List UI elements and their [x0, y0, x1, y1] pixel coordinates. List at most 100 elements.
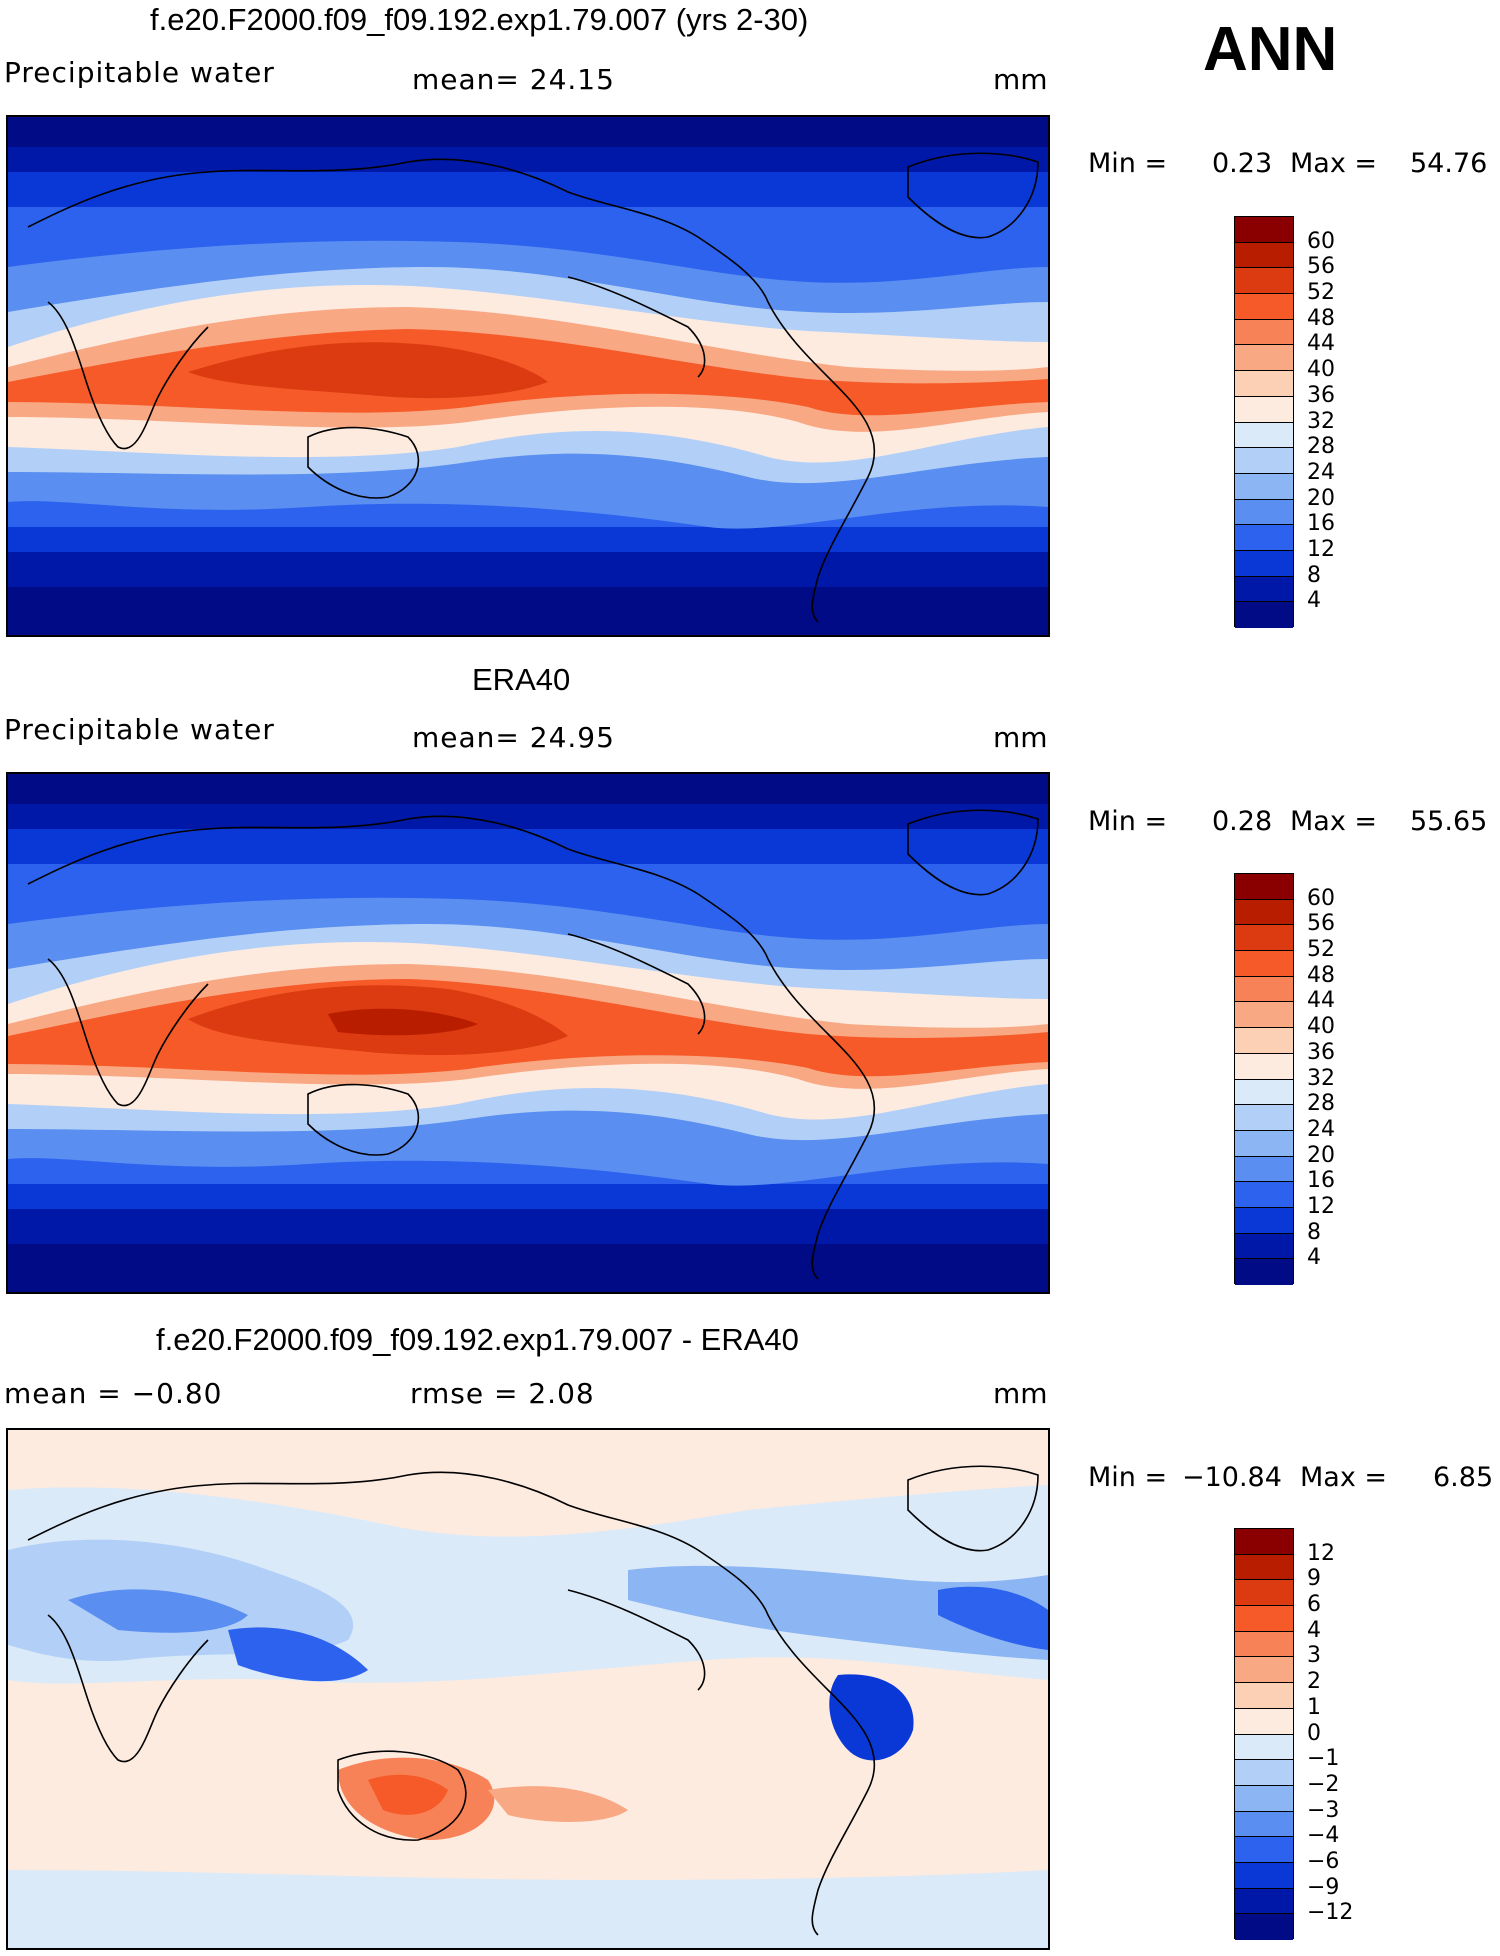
panel2-colorbar-tick-label: 28: [1307, 1091, 1335, 1117]
panel1-colorbar-swatch: [1235, 268, 1293, 295]
panel3-colorbar-tick-label: −6: [1307, 1848, 1340, 1874]
season-label: ANN: [1203, 15, 1338, 84]
panel1-title: f.e20.F2000.f09_f09.192.exp1.79.007 (yrs…: [150, 2, 809, 37]
panel2-colorbar-swatch: [1235, 1079, 1293, 1106]
panel1-colorbar-tick-label: 8: [1307, 562, 1321, 588]
panel2-colorbar-swatch: [1235, 1002, 1293, 1029]
panel1-colorbar-swatch: [1235, 217, 1293, 243]
panel2-mean-label: mean= 24.95: [412, 721, 615, 754]
panel1-colorbar-swatch: [1235, 396, 1293, 423]
panel1-colorbar-swatch: [1235, 525, 1293, 551]
panel3-colorbar-tick-label: −12: [1307, 1900, 1354, 1926]
panel1-mean-label: mean= 24.15: [412, 63, 615, 96]
panel2-colorbar-swatch: [1235, 899, 1293, 926]
panel3-colorbar-tick-label: 0: [1307, 1720, 1321, 1746]
panel2-min-label: Min =: [1088, 806, 1168, 837]
panel3-colorbar-tick-label: 6: [1307, 1592, 1321, 1618]
panel2-colorbar-tick-label: 16: [1307, 1168, 1335, 1194]
panel3-min-value: −10.84: [1182, 1462, 1282, 1493]
panel3-colorbar-swatch: [1235, 1580, 1293, 1607]
panel1-colorbar-tick-label: 56: [1307, 254, 1335, 280]
panel2-map: [6, 772, 1050, 1294]
panel2-colorbar-tick-label: 20: [1307, 1142, 1335, 1168]
panel2-colorbar-swatch: [1235, 951, 1293, 977]
panel2-title: ERA40: [472, 662, 571, 697]
panel3-colorbar: [1234, 1528, 1294, 1940]
panel1-colorbar-tick-label: 48: [1307, 305, 1335, 331]
panel1-variable-label: Precipitable water: [4, 56, 275, 89]
panel2-colorbar: [1234, 873, 1294, 1285]
panel3-colorbar-swatch: [1235, 1657, 1293, 1684]
panel1-max-label: Max =: [1290, 148, 1378, 179]
panel1-units: mm: [993, 63, 1048, 96]
panel1-colorbar-tick-label: 52: [1307, 280, 1335, 306]
panel1-colorbar-swatch: [1235, 345, 1293, 372]
panel1-colorbar-tick-label: 20: [1307, 485, 1335, 511]
panel1-colorbar-swatch: [1235, 294, 1293, 320]
panel3-colorbar-swatch: [1235, 1683, 1293, 1709]
panel3-colorbar-swatch: [1235, 1529, 1293, 1555]
panel3-colorbar-swatch: [1235, 1631, 1293, 1658]
panel2-colorbar-swatch: [1235, 874, 1293, 900]
panel3-colorbar-swatch: [1235, 1760, 1293, 1786]
panel3-colorbar-swatch: [1235, 1734, 1293, 1761]
panel2-colorbar-swatch: [1235, 1130, 1293, 1157]
panel2-colorbar-swatch: [1235, 1053, 1293, 1080]
panel3-colorbar-tick-label: 12: [1307, 1540, 1335, 1566]
panel3-colorbar-tick-label: −2: [1307, 1771, 1340, 1797]
panel3-colorbar-swatch: [1235, 1862, 1293, 1889]
panel3-max-label: Max =: [1300, 1462, 1388, 1493]
panel1-colorbar-swatch: [1235, 448, 1293, 474]
panel1-colorbar-tick-label: 4: [1307, 588, 1321, 614]
panel3-colorbar-swatch: [1235, 1914, 1293, 1940]
panel3-colorbar-swatch: [1235, 1888, 1293, 1915]
panel1-colorbar-tick-label: 40: [1307, 357, 1335, 383]
panel2-units: mm: [993, 721, 1048, 754]
panel2-colorbar-tick-label: 60: [1307, 885, 1335, 911]
panel2-colorbar-swatch: [1235, 976, 1293, 1003]
panel2-colorbar-swatch: [1235, 925, 1293, 952]
panel1-colorbar-swatch: [1235, 499, 1293, 526]
panel2-min-value: 0.28: [1212, 806, 1273, 837]
panel1-colorbar-tick-label: 32: [1307, 408, 1335, 434]
panel3-colorbar-swatch: [1235, 1811, 1293, 1838]
panel3-units: mm: [993, 1377, 1048, 1410]
panel1-colorbar-swatch: [1235, 319, 1293, 346]
panel3-map: [6, 1428, 1050, 1950]
panel1-colorbar-swatch: [1235, 602, 1293, 628]
panel3-min-label: Min =: [1088, 1462, 1168, 1493]
panel2-colorbar-tick-label: 36: [1307, 1039, 1335, 1065]
panel3-colorbar-tick-label: 1: [1307, 1694, 1321, 1720]
panel1-min-label: Min =: [1088, 148, 1168, 179]
panel3-colorbar-swatch: [1235, 1785, 1293, 1812]
panel2-colorbar-tick-label: 12: [1307, 1193, 1335, 1219]
panel3-mean-label: mean = −0.80: [4, 1377, 223, 1410]
panel3-colorbar-swatch: [1235, 1837, 1293, 1863]
panel3-title: f.e20.F2000.f09_f09.192.exp1.79.007 - ER…: [156, 1322, 799, 1357]
panel3-colorbar-tick-label: 9: [1307, 1566, 1321, 1592]
panel2-colorbar-tick-label: 40: [1307, 1014, 1335, 1040]
panel2-colorbar-swatch: [1235, 1105, 1293, 1131]
panel3-rmse-label: rmse = 2.08: [410, 1377, 595, 1410]
panel1-colorbar-swatch: [1235, 550, 1293, 577]
panel2-max-value: 55.65: [1410, 806, 1488, 837]
panel2-colorbar-swatch: [1235, 1259, 1293, 1285]
panel3-max-value: 6.85: [1433, 1462, 1494, 1493]
panel1-colorbar-swatch: [1235, 473, 1293, 500]
panel1-colorbar: [1234, 216, 1294, 628]
panel1-colorbar-tick-label: 28: [1307, 434, 1335, 460]
panel1-colorbar-tick-label: 44: [1307, 331, 1335, 357]
panel1-colorbar-swatch: [1235, 576, 1293, 603]
panel1-colorbar-tick-label: 36: [1307, 382, 1335, 408]
panel2-colorbar-swatch: [1235, 1182, 1293, 1208]
panel2-colorbar-tick-label: 48: [1307, 962, 1335, 988]
panel2-colorbar-tick-label: 8: [1307, 1219, 1321, 1245]
panel3-colorbar-tick-label: 2: [1307, 1669, 1321, 1695]
panel3-colorbar-tick-label: −9: [1307, 1874, 1340, 1900]
panel2-colorbar-swatch: [1235, 1207, 1293, 1234]
panel1-colorbar-tick-label: 12: [1307, 536, 1335, 562]
panel1-colorbar-swatch: [1235, 422, 1293, 449]
panel2-colorbar-swatch: [1235, 1156, 1293, 1183]
panel2-colorbar-tick-label: 32: [1307, 1065, 1335, 1091]
panel1-map: [6, 115, 1050, 637]
